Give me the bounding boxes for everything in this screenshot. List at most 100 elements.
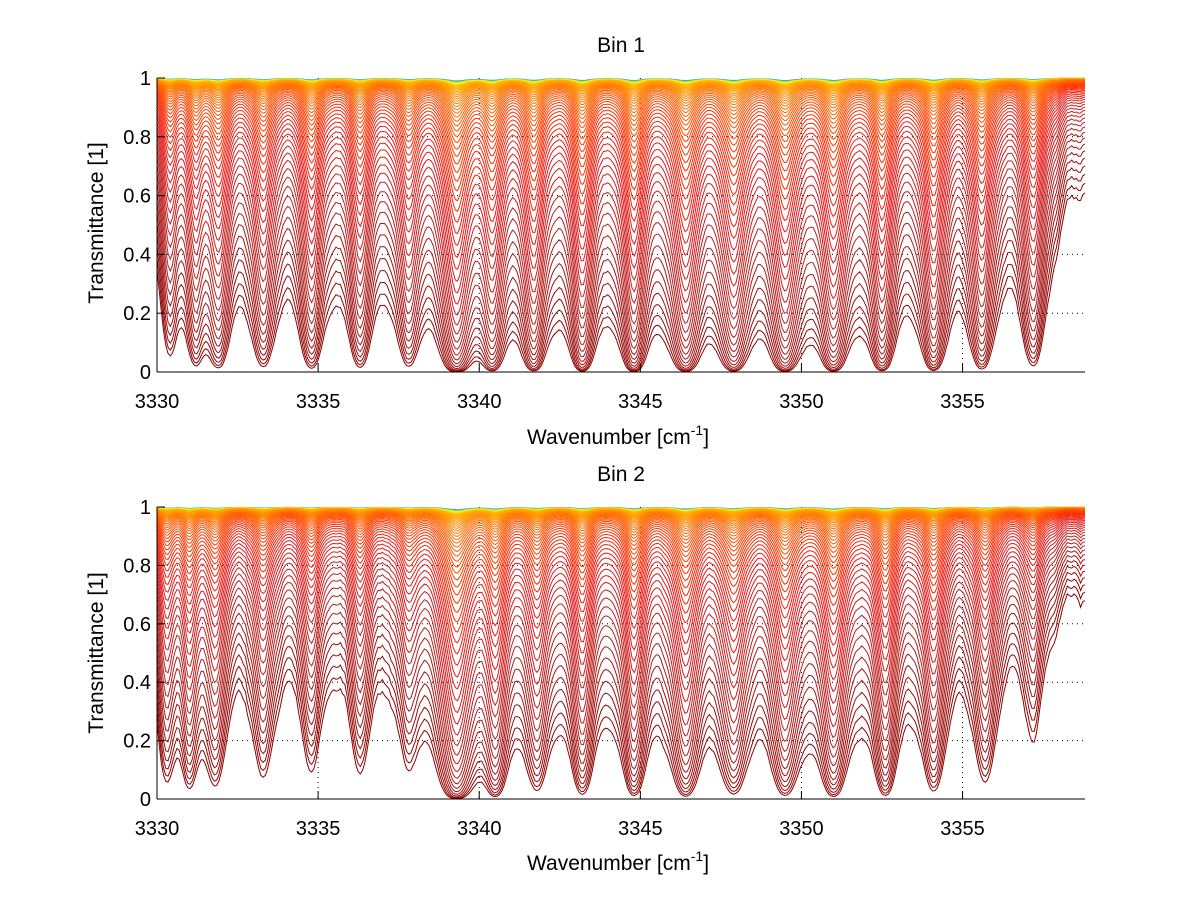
- spectrum-series: [156, 126, 1086, 350]
- spectrum-series: [156, 143, 1086, 365]
- curves: [156, 506, 1086, 799]
- y-tick-label: 0: [140, 789, 151, 811]
- x-tick-label: 3345: [618, 391, 663, 413]
- spectrum-series: [156, 511, 1086, 581]
- spectrum-series: [156, 157, 1086, 370]
- spectrum-series: [156, 571, 1086, 797]
- x-axis-label: Wavenumber [cm-1]: [527, 422, 709, 449]
- spectrum-series: [156, 512, 1085, 605]
- spectrum-series: [156, 578, 1086, 798]
- spectrum-series: [156, 88, 1086, 202]
- spectrum-series: [156, 516, 1086, 644]
- spectrum-series: [156, 527, 1086, 725]
- spectrum-series: [156, 94, 1086, 247]
- spectrum-series: [156, 513, 1085, 614]
- spectrum-series: [156, 173, 1086, 372]
- spectrum-series: [156, 541, 1086, 773]
- spectrum-series: [156, 79, 1085, 105]
- spectrum-series: [156, 507, 1085, 534]
- subplot-bin-1: Bin 1 3330 3335 3340 3345 3350 3355 0 0.2 0.4 0.…: [85, 34, 1086, 449]
- spectrum-series: [156, 593, 1086, 799]
- spectrum-series: [156, 87, 1086, 192]
- spectrum-series: [156, 532, 1086, 747]
- spectrum-series: [156, 113, 1086, 326]
- spectrum-series: [156, 79, 1085, 111]
- spectrum-series: [156, 508, 1085, 537]
- spectrum-series: [156, 565, 1086, 795]
- spectrum-series: [156, 81, 1086, 127]
- spectrum-series: [156, 550, 1086, 785]
- spectrum-series: [156, 521, 1086, 690]
- spectrum-series: [156, 78, 1085, 93]
- spectrum-series: [156, 103, 1086, 294]
- x-axis-label-base: Wavenumber [cm: [527, 852, 691, 875]
- spectrum-series: [156, 92, 1086, 235]
- subplot-bin-2: Bin 2 3330 3335 3340 3345 3350 3355 0 0.2 0.4 0.…: [85, 463, 1086, 875]
- spectrum-series: [156, 514, 1086, 623]
- plot-title: Bin 1: [597, 34, 645, 57]
- spectrum-series: [156, 512, 1086, 596]
- spectrum-series: [156, 520, 1086, 678]
- spectrum-series: [156, 150, 1086, 368]
- spectrum-series: [156, 79, 1085, 102]
- x-tick-label: 3335: [296, 818, 341, 840]
- y-axis-label: Transmittance [1]: [85, 142, 108, 303]
- spectrum-series: [156, 538, 1086, 765]
- spectrum-series: [156, 110, 1086, 316]
- y-tick-label: 0.6: [123, 186, 151, 208]
- spectrum-series: [156, 137, 1086, 361]
- axes: [156, 506, 1085, 800]
- plot-title: Bin 2: [597, 463, 645, 486]
- spectrum-series: [156, 515, 1086, 633]
- spectrum-series: [156, 545, 1086, 779]
- spectrum-series: [156, 80, 1086, 122]
- x-tick-label: 3355: [940, 391, 985, 413]
- y-tick-label: 0.2: [123, 731, 151, 753]
- x-tick-label: 3330: [135, 818, 180, 840]
- x-axis-label: Wavenumber [cm-1]: [527, 848, 709, 875]
- y-tick-label: 1: [140, 497, 151, 519]
- x-tick-label: 3340: [457, 391, 502, 413]
- spectrum-series: [156, 523, 1086, 702]
- spectrum-series: [156, 84, 1086, 165]
- y-axis-label: Transmittance [1]: [85, 572, 108, 733]
- spectrum-series: [156, 80, 1085, 118]
- y-tick-label: 0.4: [123, 244, 151, 266]
- axes: [156, 77, 1085, 373]
- y-tick-label: 0.2: [123, 303, 151, 325]
- x-tick-label: 3340: [457, 818, 502, 840]
- x-axis-label-sup: -1: [691, 422, 704, 438]
- y-tick-label: 0.6: [123, 614, 151, 636]
- spectrum-series: [156, 121, 1086, 343]
- spectrum-series: [156, 518, 1086, 666]
- spectrum-series: [156, 78, 1086, 96]
- spectrum-series: [156, 91, 1086, 223]
- spectrum-series: [156, 78, 1085, 98]
- x-tick-labels: 3330 3335 3340 3345 3350 3355: [135, 818, 985, 840]
- spectrum-series: [156, 508, 1085, 541]
- y-tick-label: 0.4: [123, 672, 151, 694]
- spectrum-series: [156, 83, 1086, 150]
- spectrum-series: [156, 554, 1086, 789]
- y-tick-label: 0.8: [123, 555, 151, 577]
- x-tick-label: 3355: [940, 818, 985, 840]
- x-tick-labels: 3330 3335 3340 3345 3350 3355: [135, 391, 985, 413]
- x-axis-label-close: ]: [703, 426, 709, 449]
- spectrum-series: [156, 83, 1086, 158]
- spectrum-series: [156, 117, 1086, 335]
- spectrum-series: [156, 507, 1085, 523]
- spectrum-series: [156, 192, 1086, 373]
- y-tick-label: 0.8: [123, 127, 151, 149]
- spectrum-series: [156, 106, 1086, 305]
- spectrum-series: [156, 78, 1085, 94]
- spectrum-series: [156, 509, 1086, 557]
- spectrum-series: [156, 89, 1086, 212]
- spectrum-series: [156, 535, 1086, 756]
- spectrum-series: [156, 508, 1085, 548]
- spectrum-series: [156, 131, 1086, 356]
- spectrum-series: [156, 101, 1086, 282]
- spectrum-series: [156, 80, 1085, 114]
- y-tick-labels: 0 0.2 0.4 0.6 0.8 1: [123, 497, 151, 811]
